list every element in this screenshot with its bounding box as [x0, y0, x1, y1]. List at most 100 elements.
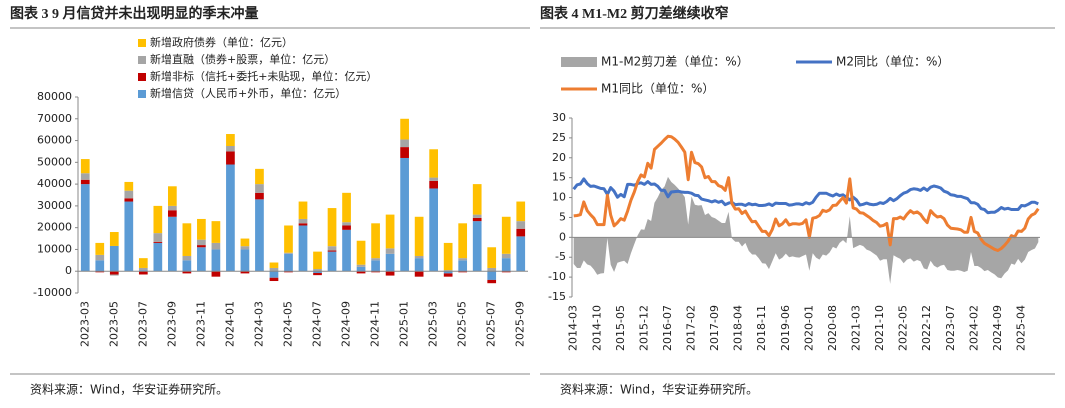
x-tick-label: 2018-11 [755, 305, 768, 351]
legend-swatch [138, 73, 146, 81]
bar [95, 271, 105, 273]
bar [342, 225, 351, 230]
x-tick-label: 2014-03 [567, 305, 580, 351]
bar [197, 247, 206, 272]
x-tick-label: 2023-07 [136, 301, 149, 347]
x-tick-label: 2025-07 [485, 301, 498, 347]
bar [342, 192, 351, 223]
x-tick-label: 2014-10 [590, 305, 603, 351]
y-tick-label: 0 [65, 264, 72, 277]
chart-title: 图表 3 9 月信贷并未出现明显的季末冲量 [10, 5, 259, 22]
x-tick-label: 2018-04 [732, 305, 745, 351]
bar [385, 214, 395, 249]
x-tick-label: 2016-07 [661, 305, 674, 351]
bar [356, 264, 366, 267]
chart-title: 图表 4 M1-M2 剪刀差继续收窄 [540, 5, 729, 22]
y-tick-label: 25 [552, 131, 566, 144]
bar [342, 222, 351, 226]
bar [472, 217, 482, 222]
bar [429, 188, 438, 272]
bar [240, 246, 250, 250]
bar [138, 271, 148, 275]
x-tick-label: 2024-09 [991, 305, 1004, 351]
x-tick-label: 2025-05 [456, 301, 469, 347]
bar [414, 258, 424, 272]
bar [226, 134, 235, 146]
legend-label: M2同比（单位：%） [836, 54, 949, 69]
bar [429, 177, 438, 181]
bar [284, 225, 293, 253]
legend-label: 新增非标（信托+委托+未贴现，单位：亿元） [150, 69, 377, 83]
bar [458, 258, 468, 261]
bar [400, 147, 409, 158]
legend-label: 新增政府债券（单位：亿元） [150, 35, 293, 49]
bar [211, 249, 221, 272]
bar [197, 239, 206, 246]
bar [124, 190, 134, 199]
y-tick-label: 20000 [37, 221, 72, 234]
legend-label: 新增直融（债券+股票，单位：亿元） [150, 52, 335, 66]
bar [313, 269, 322, 272]
bar [472, 214, 482, 218]
bar [168, 216, 177, 272]
bar [458, 260, 468, 272]
bar [124, 198, 134, 202]
x-tick-label: 2017-09 [708, 305, 721, 351]
bar [298, 223, 308, 226]
x-tick-label: 2023-07 [944, 305, 957, 351]
x-tick-label: 2022-05 [897, 305, 910, 351]
bar [255, 192, 264, 200]
x-tick-label: 2023-11 [194, 301, 207, 347]
y-tick-label: -10 [548, 270, 566, 283]
bar [516, 236, 526, 272]
y-tick-label: 70000 [37, 112, 72, 125]
bar [269, 271, 279, 278]
bar [269, 277, 279, 282]
y-tick-label: -5 [555, 250, 566, 263]
bar [371, 223, 380, 259]
bar [240, 271, 250, 274]
bar [124, 201, 134, 272]
legend-label: M1-M2剪刀差（单位：%） [601, 54, 749, 69]
x-tick-label: 2023-03 [78, 301, 91, 347]
x-tick-label: 2024-02 [967, 305, 980, 351]
legend-swatch [138, 39, 146, 47]
bar [226, 151, 235, 165]
bar [487, 267, 497, 272]
bar [269, 267, 279, 272]
bar [414, 255, 424, 259]
bar [182, 260, 192, 272]
bar [197, 245, 206, 248]
bar [487, 247, 497, 268]
bar [182, 223, 192, 256]
legend-swatch [561, 57, 597, 67]
bar [371, 260, 380, 272]
bar [269, 262, 279, 268]
bar [458, 271, 468, 273]
bar [153, 205, 163, 234]
x-tick-label: 2020-08 [826, 305, 839, 351]
bar [226, 164, 235, 272]
bar [371, 271, 380, 273]
bar [80, 173, 90, 180]
x-tick-label: 2024-07 [311, 301, 324, 347]
bar [211, 221, 221, 243]
y-tick-label: 80000 [37, 90, 72, 103]
y-tick-label: 60000 [37, 134, 72, 147]
x-tick-label: 2023-05 [107, 301, 120, 347]
bar [255, 184, 264, 193]
bar [342, 229, 351, 272]
bar [80, 179, 90, 185]
bar [327, 246, 337, 251]
bar [182, 271, 192, 274]
bar [472, 184, 482, 215]
bar [443, 271, 453, 274]
bar [298, 201, 308, 219]
bar [153, 241, 163, 243]
line [573, 134, 1040, 252]
bar [284, 252, 293, 254]
y-tick-label: -10000 [33, 286, 72, 299]
x-tick-label: 2024-01 [223, 301, 236, 347]
bar [327, 208, 337, 247]
bar [501, 216, 511, 254]
